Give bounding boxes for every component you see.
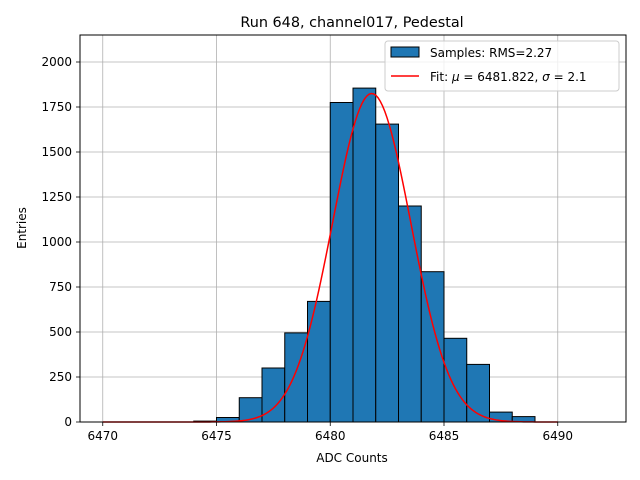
legend-fit-label: Fit: μ = 6481.822, σ = 2.1	[430, 70, 587, 84]
x-tick-label: 6480	[315, 429, 346, 443]
y-tick-label: 1000	[41, 235, 72, 249]
y-axis-ticks: 0 250 500 750 1000 1250 1500 1750 2000	[41, 55, 80, 429]
x-tick-label: 6470	[87, 429, 118, 443]
histogram-bar	[398, 205, 422, 423]
histogram-bars	[193, 87, 536, 423]
y-tick-label: 500	[49, 325, 72, 339]
y-tick-label: 1250	[41, 190, 72, 204]
legend: Samples: RMS=2.27 Fit: μ = 6481.822, σ =…	[384, 40, 620, 92]
x-tick-label: 6475	[201, 429, 232, 443]
y-tick-label: 250	[49, 370, 72, 384]
histogram-bar	[329, 102, 354, 423]
x-axis-ticks: 6470 6475 6480 6485 6490	[87, 422, 573, 443]
chart-title: Run 648, channel017, Pedestal	[240, 15, 463, 31]
plot-frame	[79, 34, 627, 423]
x-tick-label: 6490	[542, 429, 573, 443]
x-tick-label: 6485	[429, 429, 460, 443]
y-tick-label: 750	[49, 280, 72, 294]
histogram-bar	[443, 337, 468, 423]
histogram-bar	[375, 123, 399, 423]
histogram-bar	[307, 300, 331, 423]
y-axis-label: Entries	[15, 207, 29, 249]
x-axis-label: ADC Counts	[316, 451, 388, 465]
legend-samples-label: Samples: RMS=2.27	[430, 46, 552, 60]
y-tick-label: 1500	[41, 145, 72, 159]
y-tick-label: 0	[64, 415, 72, 429]
legend-samples-swatch	[390, 46, 420, 58]
histogram-bar	[238, 397, 263, 423]
histogram-bar	[352, 87, 377, 423]
legend-box	[384, 40, 620, 92]
y-tick-label: 2000	[41, 55, 72, 69]
y-tick-label: 1750	[41, 100, 72, 114]
histogram-bar	[420, 271, 445, 423]
